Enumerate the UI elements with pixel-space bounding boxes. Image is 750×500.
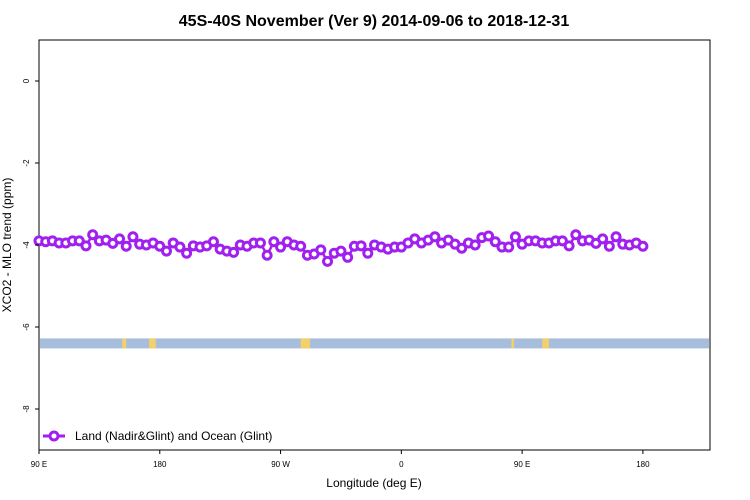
data-point xyxy=(637,240,649,252)
data-point xyxy=(174,241,186,253)
y-tick-label: 0 xyxy=(22,78,31,83)
land-segment xyxy=(511,338,515,349)
data-point xyxy=(120,240,132,252)
data-point xyxy=(335,245,347,257)
legend-marker xyxy=(48,430,60,442)
land-ocean-band xyxy=(40,338,709,349)
x-tick-label: 90 W xyxy=(271,460,290,469)
data-point xyxy=(610,231,622,243)
data-point xyxy=(509,231,521,243)
y-tick-label: -2 xyxy=(22,159,31,167)
data-point xyxy=(342,251,354,263)
data-point xyxy=(160,245,172,257)
y-axis: 0 -2 -4 -6 -8 xyxy=(22,78,39,413)
y-tick-label: -6 xyxy=(22,323,31,331)
data-point xyxy=(154,240,166,252)
data-point xyxy=(80,240,92,252)
x-tick-label: 180 xyxy=(636,460,650,469)
x-tick-label: 90 E xyxy=(514,460,530,469)
y-tick-label: -4 xyxy=(22,241,31,249)
data-point xyxy=(362,247,374,259)
legend: Land (Nadir&Glint) and Ocean (Glint) xyxy=(43,429,272,443)
chart-title: 45S-40S November (Ver 9) 2014-09-06 to 2… xyxy=(179,13,570,30)
x-axis: 90 E 180 90 W 0 90 E 180 xyxy=(31,450,650,469)
data-point xyxy=(456,242,468,254)
x-tick-label: 0 xyxy=(399,460,404,469)
data-point xyxy=(275,241,287,253)
land-segment xyxy=(300,338,311,349)
y-axis-label: XCO2 - MLO trend (ppm) xyxy=(0,178,14,313)
data-point xyxy=(268,236,280,248)
data-point xyxy=(597,233,609,245)
data-point xyxy=(315,244,327,256)
series-layer xyxy=(33,229,649,267)
data-point xyxy=(556,235,568,247)
data-point xyxy=(181,247,193,259)
data-point xyxy=(322,255,334,267)
data-point xyxy=(261,249,273,261)
data-point xyxy=(469,239,481,251)
data-point xyxy=(207,236,219,248)
data-point xyxy=(355,240,367,252)
land-segment xyxy=(542,338,549,349)
land-segment xyxy=(122,338,127,349)
data-point xyxy=(228,246,240,258)
legend-label: Land (Nadir&Glint) and Ocean (Glint) xyxy=(75,429,272,443)
data-point xyxy=(603,240,615,252)
data-point xyxy=(503,241,515,253)
data-point xyxy=(127,231,139,243)
ocean-band xyxy=(40,338,709,349)
data-point xyxy=(483,230,495,242)
data-point xyxy=(563,240,575,252)
data-point xyxy=(87,229,99,241)
x-tick-label: 90 E xyxy=(31,460,47,469)
data-point xyxy=(489,236,501,248)
data-point xyxy=(295,240,307,252)
x-axis-label: Longitude (deg E) xyxy=(326,476,421,490)
data-point xyxy=(254,237,266,249)
y-tick-label: -8 xyxy=(22,405,31,413)
data-point xyxy=(570,229,582,241)
data-point xyxy=(429,231,441,243)
x-tick-label: 180 xyxy=(153,460,167,469)
land-segment xyxy=(149,338,156,349)
data-point xyxy=(114,233,126,245)
data-point xyxy=(73,235,85,247)
